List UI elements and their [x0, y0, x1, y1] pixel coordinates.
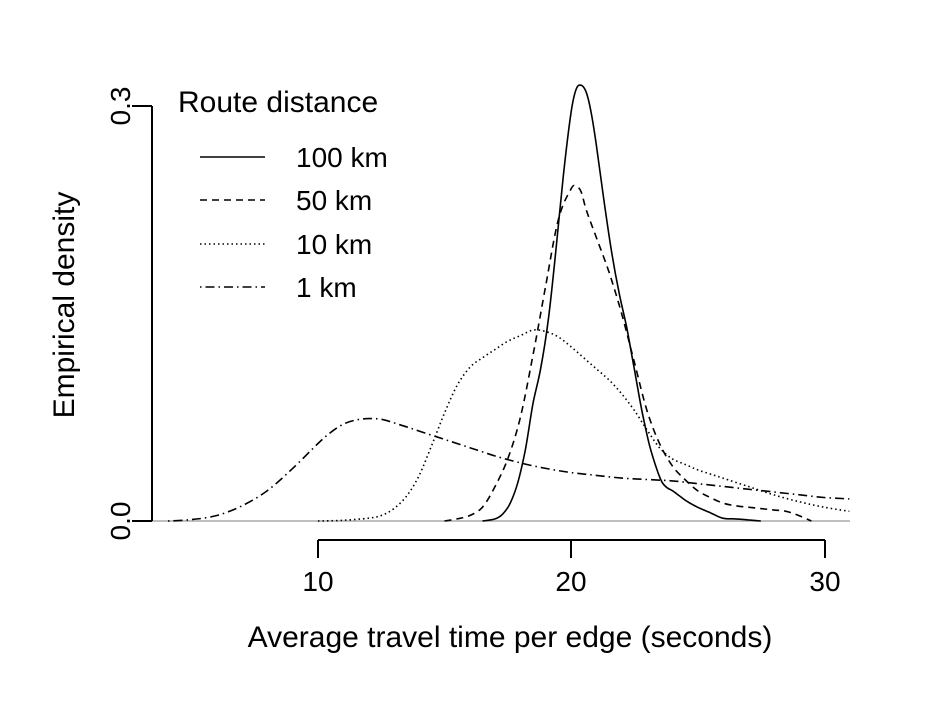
y-axis: 0.0 0.3 Empirical density	[48, 87, 153, 541]
legend-label-100km: 100 km	[296, 142, 388, 173]
x-axis-title: Average travel time per edge (seconds)	[248, 621, 773, 654]
legend-label-1km: 1 km	[296, 272, 357, 303]
y-axis-title: Empirical density	[48, 192, 81, 419]
y-tick-label-0: 0.0	[105, 502, 136, 541]
legend: Route distance 100 km 50 km 10 km 1 km	[178, 86, 388, 303]
x-tick-label-2: 30	[809, 566, 840, 597]
legend-title: Route distance	[178, 86, 378, 119]
series-line-1km	[167, 417, 850, 522]
legend-label-50km: 50 km	[296, 185, 372, 216]
series-line-50km	[444, 184, 812, 522]
series-line-10km	[317, 329, 850, 522]
density-curves	[167, 84, 850, 522]
x-tick-label-0: 10	[302, 566, 333, 597]
x-tick-label-1: 20	[555, 566, 586, 597]
y-tick-label-1: 0.3	[105, 87, 136, 126]
x-axis: 10 20 30 Average travel time per edge (s…	[248, 539, 841, 654]
series-line-100km	[482, 84, 761, 522]
legend-label-10km: 10 km	[296, 229, 372, 260]
